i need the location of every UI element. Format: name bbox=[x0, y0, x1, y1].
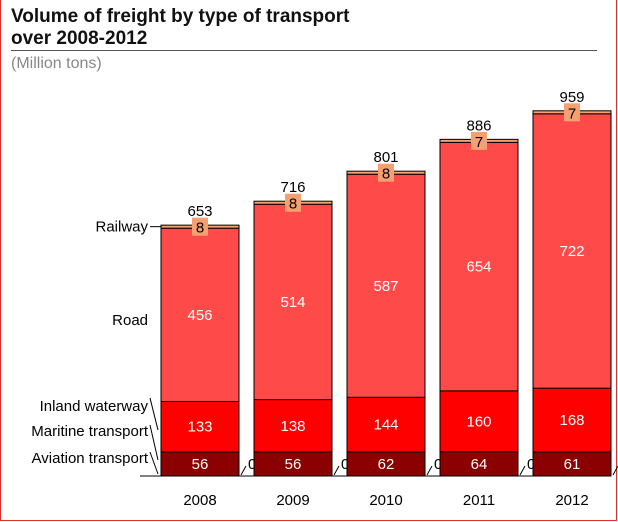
label-railway-2008: 8 bbox=[196, 220, 204, 237]
label-road-2011: 654 bbox=[466, 259, 491, 276]
label-maritime-2009: 56 bbox=[285, 456, 302, 473]
series-label-road: Road bbox=[112, 312, 148, 329]
label-inland-2008: 133 bbox=[187, 419, 212, 436]
label-inland-2012: 168 bbox=[559, 412, 584, 429]
bar-road-2010 bbox=[346, 173, 426, 398]
bar-maritime-2011 bbox=[439, 451, 519, 477]
leader-series-aviation bbox=[149, 451, 159, 475]
series-label-railway: Railway bbox=[95, 219, 148, 236]
leader-series-inland bbox=[149, 397, 159, 431]
series-label-maritime: Maritine transport bbox=[31, 423, 149, 440]
bar-road-2008 bbox=[160, 227, 240, 402]
badge-railway-2010 bbox=[378, 163, 394, 182]
label-total-2008: 653 bbox=[187, 203, 212, 220]
label-railway-2012: 7 bbox=[568, 105, 576, 122]
x-tick-label-2011: 2011 bbox=[463, 492, 495, 509]
label-total-2009: 716 bbox=[280, 179, 305, 196]
badge-railway-2008 bbox=[192, 217, 208, 236]
leader-aviation-2011 bbox=[519, 465, 526, 476]
label-maritime-2008: 56 bbox=[192, 456, 209, 473]
leader-series-maritime bbox=[149, 424, 159, 461]
label-inland-2011: 160 bbox=[466, 413, 491, 430]
bar-inland-2011 bbox=[439, 390, 519, 453]
badge-railway-2011 bbox=[471, 131, 487, 150]
label-maritime-2011: 64 bbox=[471, 456, 488, 473]
x-tick-label-2008: 2008 bbox=[183, 492, 216, 509]
badge-railway-2009 bbox=[285, 193, 301, 212]
badge-railway-2012 bbox=[564, 103, 580, 122]
label-total-2011: 886 bbox=[466, 117, 491, 134]
leader-aviation-2010 bbox=[426, 465, 433, 476]
bar-inland-2008 bbox=[160, 400, 240, 453]
chart-title: Volume of freight by type of transport o… bbox=[11, 6, 350, 50]
x-tick-label-2009: 2009 bbox=[276, 492, 309, 509]
label-road-2010: 587 bbox=[373, 278, 398, 295]
bar-road-2011 bbox=[439, 141, 519, 392]
bar-maritime-2009 bbox=[253, 451, 333, 477]
series-label-inland: Inland waterway bbox=[40, 398, 149, 415]
x-tick-label-2010: 2010 bbox=[369, 492, 402, 509]
label-road-2009: 514 bbox=[280, 294, 305, 311]
label-railway-2009: 8 bbox=[289, 196, 297, 213]
chart-title-line2: over 2008-2012 bbox=[11, 28, 148, 49]
bar-inland-2010 bbox=[346, 396, 426, 453]
label-total-2012: 959 bbox=[559, 89, 584, 106]
x-tick-label-2012: 2012 bbox=[555, 492, 588, 509]
label-road-2008: 456 bbox=[187, 307, 212, 324]
title-divider bbox=[11, 50, 597, 51]
series-label-aviation: Aviation transport bbox=[32, 450, 149, 467]
leader-aviation-2012 bbox=[612, 465, 618, 476]
label-maritime-2010: 62 bbox=[378, 456, 395, 473]
label-railway-2011: 7 bbox=[475, 134, 483, 151]
label-inland-2010: 144 bbox=[373, 417, 398, 434]
bar-maritime-2012 bbox=[532, 451, 612, 477]
label-railway-2010: 8 bbox=[382, 166, 390, 183]
chart-title-line1: Volume of freight by type of transport bbox=[11, 6, 350, 27]
bar-maritime-2010 bbox=[346, 451, 426, 477]
bar-road-2012 bbox=[532, 113, 612, 389]
label-road-2012: 722 bbox=[559, 243, 584, 260]
label-inland-2009: 138 bbox=[280, 418, 305, 435]
chart-subtitle: (Million tons) bbox=[11, 55, 102, 72]
leader-aviation-2009 bbox=[333, 465, 340, 476]
label-maritime-2012: 61 bbox=[564, 456, 581, 473]
leader-aviation-2008 bbox=[240, 465, 247, 476]
label-total-2010: 801 bbox=[373, 149, 398, 166]
